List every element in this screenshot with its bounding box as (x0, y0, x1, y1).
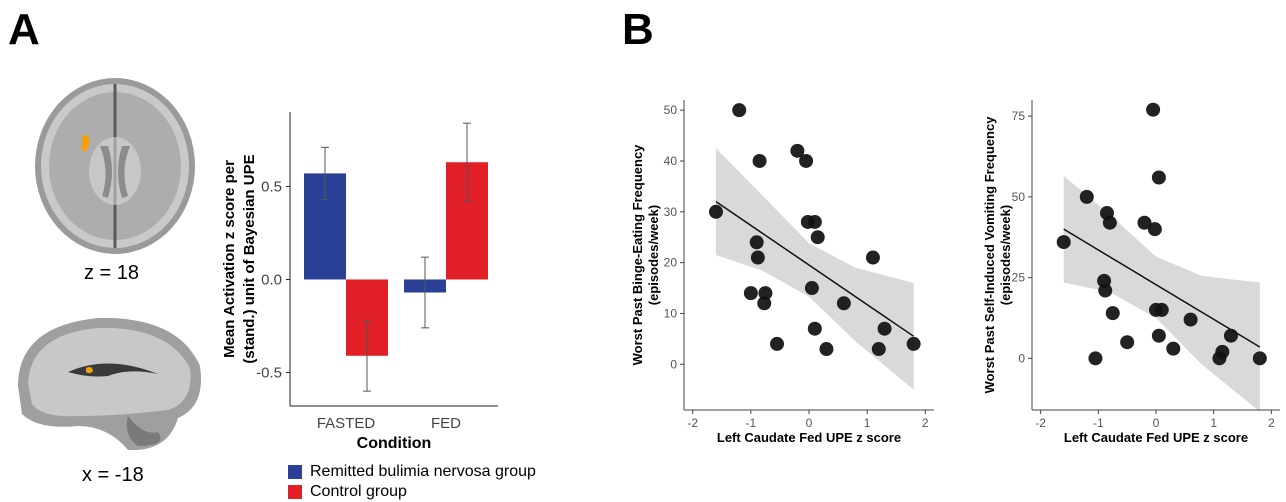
y-tick-label-2: -0.5 (256, 365, 282, 382)
activation-blob-sagittal (86, 367, 93, 374)
y-axis-title-line-1: (stand.) unit of Bayesian UPE (241, 154, 258, 363)
legend-item-control: Control group (288, 482, 536, 502)
data-point-11 (1147, 222, 1162, 237)
x-tick-label-0: -2 (687, 416, 698, 430)
axial-brain-image (35, 78, 195, 254)
legend-label-control: Control group (310, 483, 407, 500)
y-tick-label-2: 50 (1012, 190, 1026, 204)
x-tick-label-2: 0 (1153, 416, 1160, 430)
scatter-vomiting: 0 25 50 75 -2 -1 0 1 2 Left Caudate Fed UPE z sco… (982, 100, 1280, 445)
data-point-20 (877, 321, 892, 336)
regression-line (1063, 228, 1261, 348)
data-point-12 (1151, 170, 1166, 185)
data-point-17 (1183, 312, 1198, 327)
scatter-binge-eating: 0 10 20 30 40 50 -2 -1 0 1 2 Left Caudate Fed UPE z… (630, 100, 934, 445)
y-axis-title-line-1: (episodes/week) (998, 205, 1013, 305)
y-axis-title-line-1: (episodes/week) (646, 205, 661, 305)
data-point-8 (770, 336, 785, 351)
bar-chart: 0.5 0.0 -0.5 FASTED FED Condition Mean Activat… (221, 112, 498, 452)
data-point-12 (807, 214, 822, 229)
sagittal-brain-image (18, 317, 202, 451)
x-tick-label-2: 0 (806, 416, 813, 430)
y-tick-label-4: 40 (664, 154, 678, 168)
data-point-3 (750, 250, 765, 265)
data-point-15 (807, 321, 822, 336)
y-tick-label-0: 0.5 (261, 178, 282, 195)
x-tick-label-3: 1 (1210, 416, 1217, 430)
x-axis-title: Condition (357, 435, 432, 452)
data-point-7 (1088, 351, 1103, 366)
data-point-18 (865, 250, 880, 265)
data-point-9 (790, 143, 805, 158)
panel-label-b: B (622, 5, 654, 54)
sagittal-slice-label: x = -18 (82, 464, 144, 486)
data-point-17 (836, 296, 851, 311)
data-point-19 (1215, 344, 1230, 359)
data-point-8 (1120, 335, 1135, 350)
y-axis-title-line-0: Worst Past Self-Induced Vomiting Frequen… (982, 116, 997, 394)
data-point-10 (1146, 102, 1161, 117)
data-point-16 (819, 342, 834, 357)
y-tick-label-1: 25 (1012, 271, 1026, 285)
x-axis-title: Left Caudate Fed UPE z score (1064, 430, 1248, 445)
data-point-1 (1079, 189, 1094, 204)
y-tick-label-0: 0 (1018, 351, 1025, 365)
data-point-6 (758, 286, 773, 301)
x-tick-label-3: 1 (864, 416, 871, 430)
data-point-21 (1252, 351, 1267, 366)
x-tick-label-1: -1 (1093, 416, 1104, 430)
data-point-14 (1154, 302, 1169, 317)
data-point-0 (708, 204, 723, 219)
legend-label-rbn: Remitted bulimia nervosa group (310, 463, 536, 480)
y-tick-label-3: 75 (1012, 109, 1026, 123)
activation-blob-axial (81, 134, 90, 152)
y-axis-title-line-0: Worst Past Binge-Eating Frequency (630, 144, 645, 366)
panel-label-a: A (8, 5, 40, 54)
x-category-label-1: FED (431, 415, 461, 432)
legend-item-rbn: Remitted bulimia nervosa group (288, 462, 536, 482)
data-point-20 (1223, 328, 1238, 343)
legend: Remitted bulimia nervosa group Control g… (288, 462, 536, 502)
axial-slice-label: z = 18 (84, 262, 140, 284)
x-tick-label-4: 2 (922, 416, 929, 430)
y-tick-label-0: 0 (670, 357, 677, 371)
data-point-9 (1137, 215, 1152, 230)
data-point-15 (1151, 328, 1166, 343)
data-point-3 (1098, 283, 1113, 298)
y-tick-label-1: 10 (664, 306, 678, 320)
data-point-6 (1105, 306, 1120, 321)
y-tick-label-2: 20 (664, 256, 678, 270)
data-point-5 (743, 286, 758, 301)
data-point-0 (1056, 235, 1071, 250)
regression-line (715, 201, 915, 337)
data-point-21 (906, 336, 921, 351)
data-point-14 (804, 281, 819, 296)
x-tick-label-0: -2 (1035, 416, 1046, 430)
x-axis-title: Left Caudate Fed UPE z score (717, 430, 901, 445)
x-category-label-0: FASTED (317, 415, 376, 432)
data-point-16 (1166, 341, 1181, 356)
data-point-4 (752, 153, 767, 168)
y-axis-title-line-0: Mean Activation z score per (221, 160, 238, 358)
y-tick-label-3: 30 (664, 205, 678, 219)
data-point-19 (871, 342, 886, 357)
y-tick-label-5: 50 (664, 103, 678, 117)
data-point-10 (799, 153, 814, 168)
data-point-7 (757, 296, 772, 311)
data-point-13 (810, 230, 825, 245)
legend-swatch-control (288, 485, 302, 499)
data-point-1 (732, 103, 747, 118)
x-tick-label-4: 2 (1268, 416, 1275, 430)
data-point-5 (1102, 215, 1117, 230)
legend-swatch-rbn (288, 465, 302, 479)
confidence-band (1063, 175, 1260, 412)
data-point-2 (749, 235, 764, 250)
y-tick-label-1: 0.0 (261, 271, 282, 288)
x-tick-label-1: -1 (746, 416, 757, 430)
